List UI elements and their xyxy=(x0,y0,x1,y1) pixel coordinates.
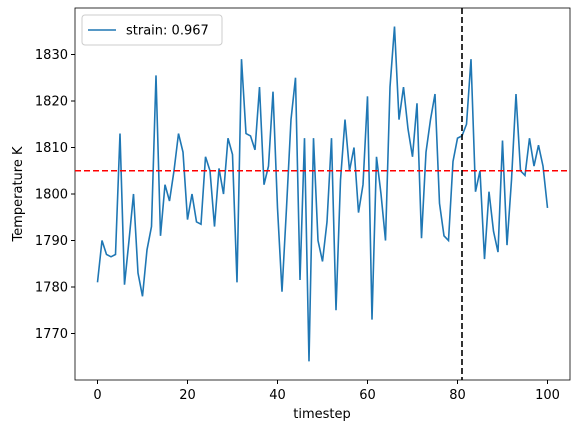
y-tick-label: 1780 xyxy=(35,281,68,296)
y-tick-label: 1800 xyxy=(35,188,68,203)
y-tick-label: 1770 xyxy=(35,327,68,342)
x-tick-label: 80 xyxy=(449,388,466,403)
y-tick-label: 1790 xyxy=(35,234,68,249)
legend-box xyxy=(81,14,223,46)
x-tick-label: 20 xyxy=(179,388,196,403)
x-tick-label: 40 xyxy=(269,388,286,403)
plot-frame xyxy=(74,7,571,381)
y-tick-label: 1820 xyxy=(35,95,68,110)
x-axis-label: timestep xyxy=(293,407,351,422)
y-tick-label: 1830 xyxy=(35,48,68,63)
legend-label: strain: 0.967 xyxy=(126,24,209,39)
x-tick-label: 60 xyxy=(359,388,376,403)
x-tick-label: 100 xyxy=(535,388,560,403)
series-line xyxy=(96,26,549,362)
y-tick-label: 1810 xyxy=(35,141,68,156)
x-tick-label: 0 xyxy=(93,388,101,403)
y-axis-label: Temperature K xyxy=(11,146,26,242)
